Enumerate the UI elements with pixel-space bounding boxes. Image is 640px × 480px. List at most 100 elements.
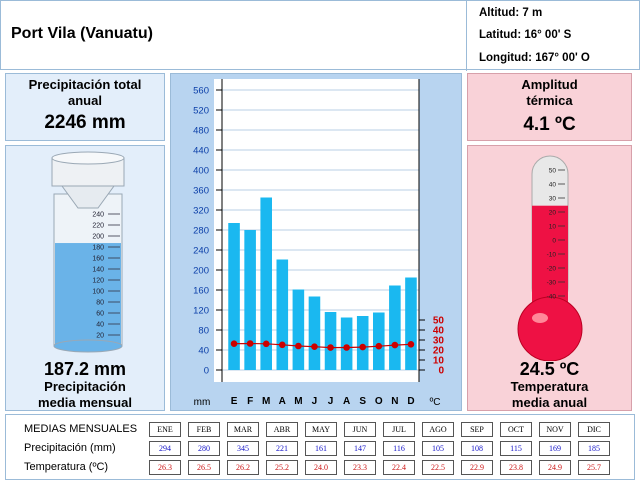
x-tick-label: N [391, 396, 398, 407]
x-tick-label: E [231, 396, 238, 407]
temp-mean-panel: 50 40 30 20 10 0 -10 -20 -30 -40 24.5 ºC Temperat… [467, 145, 632, 411]
temperature-point [230, 340, 238, 348]
thermometer-icon: 50 40 30 20 10 0 -10 -20 -30 -40 [517, 155, 583, 361]
gauge-tick-label: 220 [92, 223, 104, 230]
precip-bar [389, 285, 401, 370]
temperature-point [295, 342, 302, 350]
precip-bar [260, 197, 272, 370]
gauge-tick-label: 40 [96, 322, 104, 329]
thermo-tick-label: -10 [547, 252, 557, 259]
table-month-cell: JUL [383, 422, 415, 437]
amplitude-title-2: térmica [526, 93, 573, 108]
precip-bar [405, 277, 417, 370]
table-temp-cell: 22.5 [422, 460, 454, 475]
left-tick-label: 80 [198, 326, 209, 337]
rain-gauge-icon: 240 220 200 180 160 140 120 100 80 60 40 20 [51, 151, 125, 353]
table-temp-cell: 22.9 [461, 460, 493, 475]
thermo-tick-label: -30 [547, 280, 557, 287]
table-precip-cell: 280 [188, 441, 220, 456]
gauge-tick-label: 100 [92, 289, 104, 296]
header-divider [466, 1, 467, 71]
precip-total-panel: Precipitación total anual 2246 mm [5, 73, 165, 141]
temperature-point [391, 341, 399, 349]
table-precip-cell: 221 [266, 441, 298, 456]
table-month-cell: AGO [422, 422, 454, 437]
temperature-point [327, 344, 334, 351]
temp-mean-label-2: media anual [511, 395, 588, 410]
right-tick-label: 20 [433, 346, 445, 357]
station-header: Port Vila (Vanuatu) Altitud: 7 m Latitud… [0, 0, 640, 71]
table-precip-cell: 345 [227, 441, 259, 456]
table-month-cell: DIC [578, 422, 610, 437]
precip-bar [324, 312, 337, 370]
table-temp-cell: 23.3 [344, 460, 376, 475]
table-precip-cell: 161 [305, 441, 337, 456]
table-temp-cell: 25.7 [578, 460, 610, 475]
latitude-label: Latitud: 16° 00' S [479, 29, 572, 41]
left-tick-label: 520 [193, 106, 209, 117]
table-temp-cell: 24.9 [539, 460, 571, 475]
thermo-tick-label: 50 [549, 168, 557, 175]
x-tick-label: O [375, 396, 383, 407]
left-tick-label: 0 [204, 366, 209, 377]
table-month-cell: JUN [344, 422, 376, 437]
thermo-tick-label: -20 [547, 266, 557, 273]
gauge-tick-label: 180 [92, 245, 104, 252]
table-month-cell: ENE [149, 422, 181, 437]
left-tick-label: 240 [193, 246, 209, 257]
station-name: Port Vila (Vanuatu) [11, 25, 153, 42]
left-tick-label: 320 [193, 206, 209, 217]
right-tick-label: 0 [438, 366, 444, 377]
precip-mean-panel: 240 220 200 180 160 140 120 100 80 60 40 20 187.2 m… [5, 145, 165, 411]
temperature-point [375, 342, 383, 350]
table-month-cell: MAY [305, 422, 337, 437]
precip-bar [356, 316, 369, 370]
table-month-cell: OCT [500, 422, 532, 437]
x-axis-right-unit: ºC [430, 397, 441, 408]
table-precip-cell: 294 [149, 441, 181, 456]
x-tick-label: D [407, 396, 414, 407]
gauge-tick-label: 160 [92, 256, 104, 263]
thermo-tick-label: 10 [549, 224, 557, 231]
precip-mean-value: 187.2 mm [43, 359, 127, 379]
table-row-temp-label: Temperatura (ºC) [24, 461, 109, 473]
x-tick-label: M [294, 396, 302, 407]
table-month-cell: MAR [227, 422, 259, 437]
temperature-point [311, 343, 318, 351]
table-precip-cell: 147 [344, 441, 376, 456]
precip-mean-label-2: media mensual [38, 395, 132, 410]
left-tick-label: 360 [193, 186, 209, 197]
precip-mean-label-1: Precipitación [44, 379, 126, 394]
precip-total-value: 2246 mm [44, 112, 126, 133]
climograph-chart: 5605204804404003603202802402001601208040… [193, 79, 445, 408]
left-tick-label: 40 [198, 346, 209, 357]
x-tick-label: A [343, 396, 350, 407]
precip-bar [228, 223, 240, 370]
right-tick-label: 40 [433, 326, 445, 337]
precip-bar [308, 296, 321, 370]
table-temp-cell: 26.3 [149, 460, 181, 475]
precip-bar [276, 259, 289, 370]
left-tick-label: 120 [193, 306, 209, 317]
table-temp-cell: 25.2 [266, 460, 298, 475]
x-tick-label: F [247, 396, 253, 407]
precip-bar [292, 289, 305, 370]
table-month-cell: FEB [188, 422, 220, 437]
x-tick-label: J [328, 396, 334, 407]
temperature-point [262, 340, 270, 348]
table-temp-cell: 22.4 [383, 460, 415, 475]
x-tick-label: S [359, 396, 366, 407]
temperature-point [278, 341, 286, 349]
temperature-point [246, 340, 254, 347]
table-temp-cell: 24.0 [305, 460, 337, 475]
altitude-label: Altitud: 7 m [479, 7, 543, 19]
temperature-point [359, 343, 367, 351]
longitude-label: Longitud: 167° 00' O [479, 52, 590, 64]
table-temp-cell: 23.8 [500, 460, 532, 475]
monthly-table: MEDIAS MENSUALES Precipitación (mm) Temp… [5, 414, 635, 480]
gauge-tick-label: 60 [96, 311, 104, 318]
table-temp-cell: 26.5 [188, 460, 220, 475]
table-month-cell: NOV [539, 422, 571, 437]
left-tick-label: 280 [193, 226, 209, 237]
thermo-tick-label: -40 [547, 294, 557, 301]
